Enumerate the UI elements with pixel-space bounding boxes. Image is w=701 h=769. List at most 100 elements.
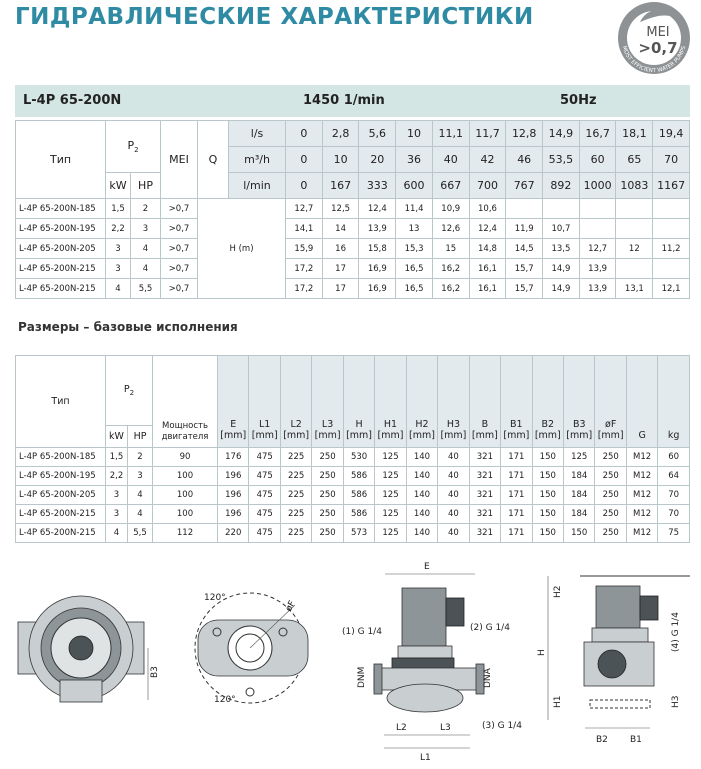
head-value: 12,5 <box>321 198 360 219</box>
dimension-unit: [mm] <box>377 430 404 441</box>
data-row: L-4P 65-200N-215 3 4 >0,7 17,2 17 16,9 16,5 16,2… <box>15 258 690 279</box>
head-value <box>505 198 544 219</box>
dimension-value: 321 <box>468 447 502 467</box>
column-header: kg <box>657 355 690 448</box>
column-header: G <box>625 355 659 448</box>
column-header: kW <box>105 425 128 448</box>
power-hp: 4 <box>129 238 162 259</box>
power-kw: 3 <box>105 238 131 259</box>
head-value: 12,7 <box>285 198 323 219</box>
flow-value: 36 <box>395 146 433 173</box>
head-value <box>652 258 690 279</box>
head-value <box>615 198 654 219</box>
dimension-value: 125 <box>374 485 407 505</box>
dimension-value: 250 <box>311 523 344 543</box>
head-value <box>542 198 580 219</box>
flow-unit: l/min <box>228 172 287 199</box>
power-hp: 4 <box>126 485 154 505</box>
dimension-name: H1 <box>383 419 398 430</box>
dimension-value: 40 <box>437 447 470 467</box>
power-kw: 2,2 <box>105 218 131 239</box>
head-value: 13 <box>395 218 433 239</box>
dimension-value: 140 <box>405 504 439 524</box>
dimension-label: E <box>424 562 430 572</box>
dimension-value: 90 <box>152 447 219 467</box>
dimension-value: 40 <box>437 504 470 524</box>
head-value: 17 <box>321 278 360 299</box>
dimension-value: 60 <box>657 447 690 467</box>
flow-value: 1167 <box>652 172 690 199</box>
head-value <box>578 218 617 239</box>
model: L-4P 65-200N <box>23 93 122 108</box>
column-header: Q <box>197 120 230 199</box>
dimension-value: 150 <box>531 447 565 467</box>
header-row: kW HP l/min 0 167 333 600 667 700 767 892 1000 1083 1… <box>15 172 690 199</box>
power-kw: 2,2 <box>105 466 128 486</box>
column-header: H3 [mm] <box>437 355 470 448</box>
head-value: 12,7 <box>578 238 617 259</box>
head-value: 16,1 <box>468 258 507 279</box>
head-value <box>615 218 654 239</box>
flow-value: 2,8 <box>321 120 360 147</box>
dimension-value: 196 <box>217 485 250 505</box>
badge-value: >0,7 <box>638 39 677 57</box>
badge-core <box>627 11 681 65</box>
flow-value: 46 <box>505 146 544 173</box>
dimension-value: 321 <box>468 485 502 505</box>
dimension-name: H2 <box>415 419 429 430</box>
head-value: 16,2 <box>431 258 470 279</box>
power-kw: 1,5 <box>105 447 128 467</box>
dimension-value: 125 <box>374 466 407 486</box>
dimension-value: 150 <box>562 523 596 543</box>
dimension-value: M12 <box>625 504 659 524</box>
dimension-value: 171 <box>500 466 533 486</box>
dimension-value: 586 <box>342 485 376 505</box>
dimension-value: 125 <box>374 523 407 543</box>
dimension-value: M12 <box>625 466 659 486</box>
flow-value: 700 <box>468 172 507 199</box>
dimension-value: 171 <box>500 485 533 505</box>
power-hp: 4 <box>126 504 154 524</box>
power-hp: 4 <box>129 258 162 279</box>
flow-value: 5,6 <box>358 120 397 147</box>
dimension-value: 250 <box>311 485 344 505</box>
dimension-value: 475 <box>248 523 281 543</box>
head-value: 12,4 <box>358 198 397 219</box>
dimension-name: L1 <box>259 419 271 430</box>
head-label: H (m) <box>197 198 287 299</box>
column-header: E [mm] <box>217 355 250 448</box>
dimension-name: kg <box>667 430 680 441</box>
power-hp: 5,5 <box>129 278 162 299</box>
head-value: 14 <box>321 218 360 239</box>
head-value: 16,2 <box>431 278 470 299</box>
dimension-label: DNA <box>483 667 493 688</box>
dimension-value: 225 <box>279 447 313 467</box>
head-value: 11,9 <box>505 218 544 239</box>
dimension-value: 321 <box>468 523 502 543</box>
head-value: 14,9 <box>542 278 580 299</box>
head-value: 16,5 <box>395 278 433 299</box>
speed: 1450 1/min <box>303 93 385 108</box>
head-value: 10,7 <box>542 218 580 239</box>
dimension-name: B3 <box>572 419 586 430</box>
flow-value: 892 <box>542 172 580 199</box>
column-header: B2 [mm] <box>531 355 565 448</box>
dimension-unit: [mm] <box>346 430 373 441</box>
power-kw: 3 <box>105 258 131 279</box>
flow-unit: l/s <box>228 120 287 147</box>
head-value: 14,8 <box>468 238 507 259</box>
dimension-unit: [mm] <box>314 430 341 441</box>
dimension-value: 475 <box>248 447 281 467</box>
front-view <box>17 595 149 703</box>
power-hp: 3 <box>126 466 154 486</box>
dimension-value: 70 <box>657 485 690 505</box>
dimension-value: 573 <box>342 523 376 543</box>
dimension-value: 140 <box>405 485 439 505</box>
dimension-unit: [mm] <box>534 430 561 441</box>
dimension-label: H <box>537 649 547 656</box>
head-value: 15,3 <box>395 238 433 259</box>
head-value: 17 <box>321 258 360 279</box>
dimension-label: B2 <box>596 735 608 745</box>
dimensions-table: Тип P2 Мощность двигателя E [mm] L1 [mm] L2 [mm]… <box>15 355 690 543</box>
